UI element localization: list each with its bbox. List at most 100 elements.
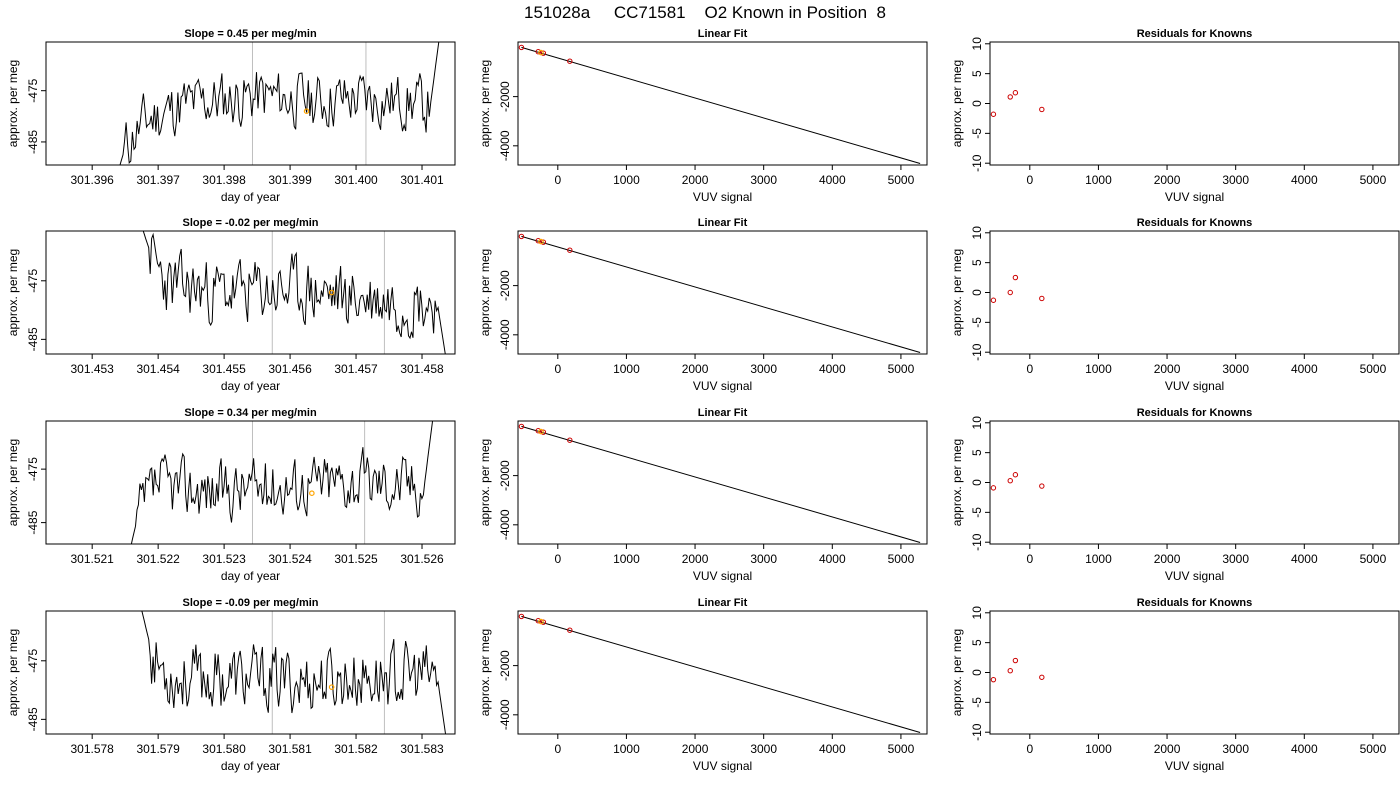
residual-point (1012, 472, 1019, 478)
panel-r1-c3: Residuals for Knowns 0 1000 2000 3000 4000 500… (950, 28, 1400, 204)
known-point (518, 233, 525, 240)
x-tick-label: 301.401 (400, 173, 444, 187)
panel-title: Residuals for Knowns (1137, 28, 1253, 40)
panel-r2-c2: Linear Fit 0 1000 2000 3000 4000 5000 -2000 -400… (478, 217, 928, 393)
signal-trace (130, 421, 434, 544)
x-tick-label: 5000 (1360, 173, 1387, 187)
x-tick-label: 4000 (1291, 742, 1318, 756)
x-tick-label: 3000 (750, 362, 777, 376)
known-point (540, 429, 547, 435)
y-tick-label: -5 (970, 317, 984, 328)
x-tick-label: 301.521 (70, 552, 114, 566)
known-point (518, 44, 525, 51)
panel-title: Slope = 0.45 per meg/min (184, 28, 317, 40)
panel-r4-c2: Linear Fit 0 1000 2000 3000 4000 5000 -2000 -400… (478, 597, 928, 773)
x-tick-label: 2000 (1154, 362, 1181, 376)
x-tick-label: 2000 (682, 552, 709, 566)
y-tick-label: -4000 (498, 509, 512, 540)
residual-point (990, 676, 997, 683)
residual-point (990, 111, 997, 117)
plot-frame (45, 230, 456, 355)
plot-area (990, 657, 1045, 683)
x-tick-label: 1000 (613, 362, 640, 376)
x-tick-label: 5000 (1360, 362, 1387, 376)
y-axis-label: approx. per meg (6, 439, 20, 526)
panel-title: Linear Fit (698, 597, 748, 609)
x-tick-label: 5000 (888, 742, 915, 756)
mean-point (538, 49, 544, 56)
signal-trace (141, 611, 447, 734)
y-tick-label: -4000 (498, 319, 512, 350)
x-axis-label: VUV signal (693, 379, 752, 393)
residual-point (1012, 274, 1019, 281)
residual-point (1007, 289, 1013, 296)
plot-frame (45, 610, 456, 735)
known-point (518, 613, 525, 620)
mean-point (328, 684, 335, 690)
x-axis-label: day of year (221, 190, 280, 204)
y-tick-label: -485 (26, 510, 40, 534)
known-point (518, 423, 525, 430)
mean-point (538, 238, 544, 245)
fit-line (521, 46, 921, 165)
mean-point (328, 289, 335, 296)
x-tick-label: 5000 (888, 173, 915, 187)
signal-trace (142, 231, 446, 354)
known-point (567, 247, 573, 253)
x-tick-label: 1000 (1085, 742, 1112, 756)
residual-point (1012, 90, 1019, 96)
panel-r4-c3: Residuals for Knowns 0 1000 2000 3000 4000 500… (950, 597, 1400, 773)
x-tick-label: 0 (1026, 173, 1033, 187)
x-tick-label: 3000 (1222, 742, 1249, 756)
x-tick-label: 301.582 (334, 742, 378, 756)
plot-frame (517, 41, 928, 166)
x-tick-label: 301.397 (136, 173, 180, 187)
x-tick-label: 2000 (1154, 552, 1181, 566)
y-tick-label: 5 (970, 259, 984, 266)
panel-title: Linear Fit (698, 217, 748, 229)
plot-area (990, 90, 1045, 117)
y-axis-label: approx. per meg (950, 629, 964, 716)
y-tick-label: -2000 (498, 81, 512, 112)
residual-point (1007, 478, 1013, 484)
known-point (567, 627, 573, 633)
x-axis-label: VUV signal (1165, 190, 1224, 204)
y-tick-label: -475 (26, 457, 40, 481)
x-tick-label: 0 (1026, 552, 1033, 566)
y-axis-label: approx. per meg (950, 249, 964, 336)
plot-area (518, 233, 921, 354)
panel-title: Slope = -0.09 per meg/min (182, 597, 318, 609)
x-tick-label: 301.581 (268, 742, 312, 756)
x-tick-label: 2000 (1154, 742, 1181, 756)
mean-point (538, 618, 544, 625)
x-axis-label: VUV signal (1165, 569, 1224, 583)
x-tick-label: 301.458 (400, 362, 444, 376)
x-tick-label: 301.454 (136, 362, 180, 376)
x-tick-label: 5000 (888, 552, 915, 566)
panel-r1-c1: Slope = 0.45 per meg/min 301.396 301.397 30… (6, 28, 456, 204)
known-point (535, 618, 541, 624)
x-tick-label: 2000 (682, 742, 709, 756)
x-tick-label: 301.583 (400, 742, 444, 756)
x-tick-label: 4000 (819, 742, 846, 756)
x-axis-label: day of year (221, 759, 280, 773)
x-axis-label: VUV signal (1165, 759, 1224, 773)
x-axis-label: VUV signal (693, 759, 752, 773)
residual-point (990, 485, 997, 491)
panel-title: Residuals for Knowns (1137, 597, 1253, 609)
plot-frame (45, 420, 456, 545)
mean-point (538, 428, 544, 435)
x-axis-label: VUV signal (693, 569, 752, 583)
residual-point (1007, 668, 1013, 674)
x-tick-label: 301.399 (268, 173, 312, 187)
y-tick-label: -4000 (498, 699, 512, 730)
y-tick-label: 10 (970, 226, 984, 240)
x-tick-label: 1000 (613, 552, 640, 566)
residual-point (1039, 674, 1045, 680)
x-tick-label: 3000 (1222, 552, 1249, 566)
known-point (540, 50, 547, 56)
panel-title: Linear Fit (698, 28, 748, 40)
panel-title: Slope = -0.02 per meg/min (182, 217, 318, 229)
plot-frame (989, 230, 1400, 355)
